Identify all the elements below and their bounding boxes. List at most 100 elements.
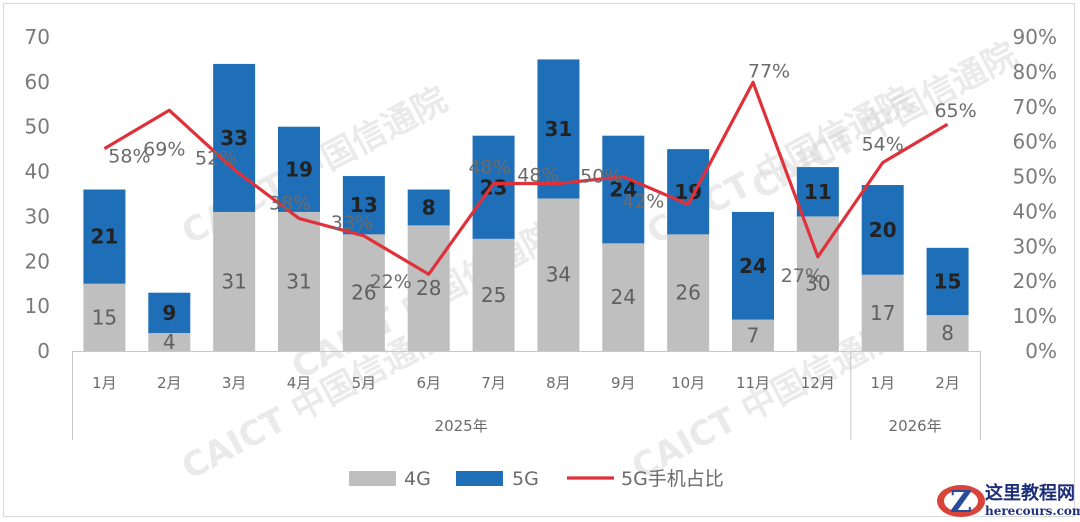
bar-4g — [407, 225, 450, 351]
y-right-tick-label: 0% — [1025, 339, 1057, 363]
y-right-tick-label: 60% — [1013, 130, 1057, 154]
data-label-5g: 11 — [804, 180, 832, 204]
bar-4g — [602, 243, 645, 351]
data-label-4g: 4 — [163, 330, 176, 354]
data-label-5g: 21 — [91, 225, 119, 249]
line-data-label: 69% — [143, 138, 185, 160]
data-label-4g: 26 — [675, 281, 700, 305]
bar-4g — [83, 283, 126, 351]
x-tick-label: 1月 — [92, 374, 117, 392]
data-label-5g: 15 — [934, 269, 962, 293]
data-label-5g: 31 — [545, 117, 573, 141]
line-data-label: 22% — [370, 271, 412, 293]
data-label-5g: 9 — [162, 301, 176, 325]
x-group-label: 2026年 — [889, 417, 942, 435]
bar-4g — [342, 234, 385, 351]
y-right-tick-label: 40% — [1013, 199, 1057, 223]
y-left-tick-label: 10 — [25, 294, 50, 318]
line-data-label: 38% — [269, 192, 311, 214]
y-axis-left: 0 10 20 30 40 50 60 70 — [25, 25, 50, 363]
x-tick-label: 4月 — [287, 374, 312, 392]
legend-swatch-4g — [349, 471, 396, 486]
line-data-label: 42% — [622, 190, 664, 212]
logo-title: 这里教程网 — [985, 482, 1075, 504]
y-left-tick-label: 70 — [25, 25, 50, 49]
y-left-tick-label: 40 — [25, 160, 50, 184]
site-logo: Z 这里教程网 herecours.com — [937, 482, 1080, 520]
logo-url: herecours.com — [985, 504, 1080, 518]
x-tick-label: 8月 — [546, 374, 571, 392]
bar-5g — [342, 176, 385, 235]
bar-5g — [537, 59, 580, 199]
x-group-label: 2025年 — [435, 417, 488, 435]
line-data-label: 33% — [331, 212, 373, 234]
x-tick-label: 10月 — [671, 374, 705, 392]
line-data-label: 48% — [517, 165, 559, 187]
bar-4g — [732, 319, 774, 351]
y-right-tick-label: 30% — [1013, 234, 1057, 258]
bar-5g — [796, 167, 839, 217]
data-label-5g: 8 — [422, 195, 436, 219]
bar-4g — [213, 211, 256, 351]
bar-4g — [148, 333, 191, 351]
y-right-tick-label: 50% — [1013, 165, 1057, 189]
data-label-5g: 33 — [220, 126, 248, 150]
y-right-tick-label: 70% — [1013, 95, 1057, 119]
x-tick-label: 6月 — [416, 374, 441, 392]
line-data-label: 50% — [580, 166, 622, 188]
x-tick-label: 3月 — [222, 374, 247, 392]
line-data-label: 77% — [748, 60, 790, 82]
x-tick-label: 9月 — [611, 374, 636, 392]
bar-4g — [667, 234, 710, 351]
x-axis: 1月 2月 3月 4月 5月 6月 7月 8月 9月 10月 11月 12月 1月 2月 2025年 2026… — [72, 351, 981, 440]
line-data-label: 58% — [108, 146, 150, 168]
x-tick-label: 2月 — [935, 374, 960, 392]
legend-label-4g: 4G — [404, 468, 431, 490]
data-label-4g: 15 — [92, 305, 117, 329]
data-label-4g: 17 — [870, 301, 895, 325]
bar-5g — [472, 135, 515, 239]
bar-4g — [472, 238, 515, 351]
x-tick-label: 12月 — [801, 374, 835, 392]
x-tick-label: 2月 — [157, 374, 182, 392]
bar-5g — [213, 63, 256, 212]
bar-5g — [278, 126, 320, 212]
legend-swatch-5g — [456, 471, 503, 486]
bar-5g — [602, 135, 645, 244]
line-data-label: 48% — [468, 157, 510, 179]
y-axis-right: 0% 10% 20% 30% 40% 50% 60% 70% 80% 90% — [1013, 25, 1057, 363]
x-tick-label: 5月 — [352, 374, 377, 392]
y-right-tick-label: 80% — [1013, 60, 1057, 84]
line-data-label: 52% — [195, 148, 237, 170]
data-label-4g: 31 — [221, 269, 246, 293]
chart-frame — [3, 3, 1075, 517]
data-label-4g: 25 — [481, 283, 506, 307]
bar-5g — [861, 185, 904, 275]
bar-5g — [732, 211, 774, 320]
data-label-4g: 34 — [546, 263, 571, 287]
line-series: 58%69% 52% 38% 33% 22% 48% 48% 50%42% 77% 27% 54% 6… — [103, 60, 977, 293]
y-right-tick-label: 10% — [1013, 304, 1057, 328]
y-left-tick-label: 30 — [25, 204, 50, 228]
data-label-5g: 19 — [285, 157, 313, 181]
legend-label-5g: 5G — [512, 468, 539, 490]
y-right-tick-label: 90% — [1013, 25, 1057, 49]
bar-4g — [926, 315, 969, 351]
x-tick-label: 7月 — [481, 374, 506, 392]
bar-5g — [83, 189, 126, 284]
data-label-4g: 30 — [805, 272, 830, 296]
data-label-5g: 20 — [869, 218, 897, 242]
legend: 4G 5G 5G手机占比 — [349, 468, 724, 490]
legend-label-line: 5G手机占比 — [621, 468, 724, 490]
line-data-label: 65% — [934, 100, 976, 122]
bar-4g — [861, 274, 904, 351]
bar-5g — [926, 247, 969, 316]
bar-4g — [537, 198, 580, 351]
data-label-4g: 8 — [941, 321, 954, 345]
line-data-label: 54% — [862, 134, 904, 156]
x-tick-label: 1月 — [870, 374, 895, 392]
y-left-tick-label: 50 — [25, 115, 50, 139]
data-label-5g: 13 — [350, 193, 378, 217]
line-data-label: 27% — [781, 265, 823, 287]
